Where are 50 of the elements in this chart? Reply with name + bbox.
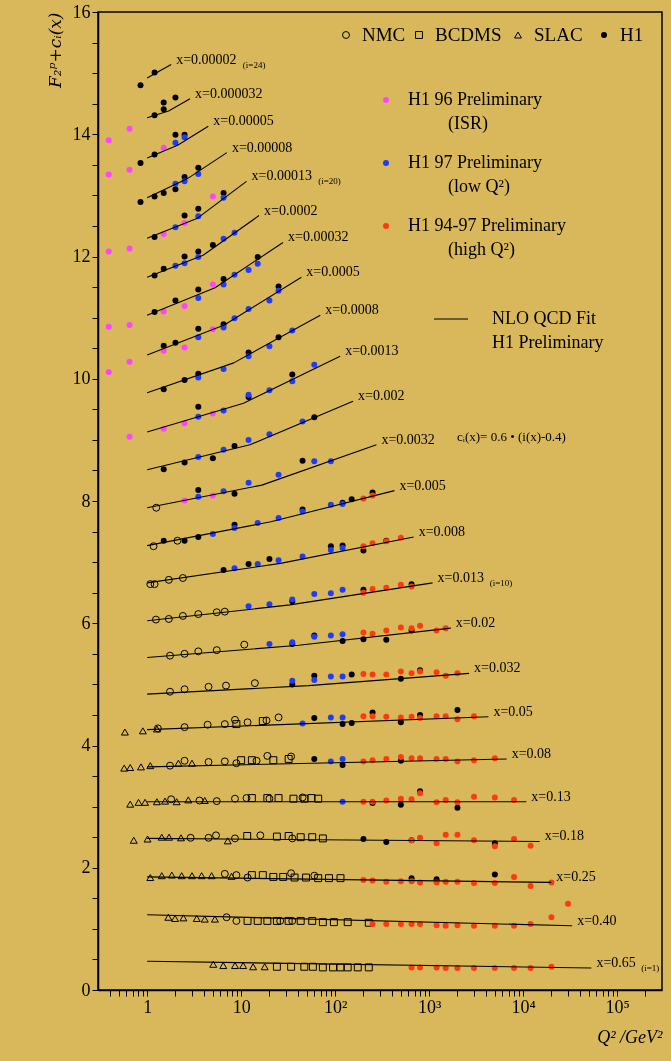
annotation: x=0.00005 (213, 113, 274, 129)
y-tick-label: 14 (72, 123, 91, 144)
legend-label: H1 97 Preliminary (low Q²) (408, 152, 542, 197)
legend-label: H1 96 Preliminary (ISR) (408, 89, 542, 134)
annotation: x=0.25 (556, 869, 596, 885)
annotation: x=0.032 (474, 660, 521, 676)
y-tick-label: 2 (81, 857, 91, 878)
annotation: x=0.08 (511, 745, 552, 761)
annotation: x=0.18 (544, 828, 585, 844)
annotation: x=0.13 (531, 788, 571, 804)
y-tick-label: 0 (81, 979, 91, 1000)
legend-label: NMC (362, 24, 406, 45)
legend-label: SLAC (534, 24, 583, 45)
annotation: x=0.0013 (345, 343, 399, 359)
legend-label: H1 (620, 24, 644, 45)
x-tick-label: 10³ (417, 996, 442, 1017)
x-tick-label: 1 (143, 996, 153, 1017)
x-tick-label: 10 (232, 996, 251, 1017)
x-tick-label: 10² (323, 996, 348, 1017)
y-tick-label: 10 (72, 368, 91, 389)
legend-label: H1 94-97 Preliminary (high Q²) (408, 215, 566, 260)
y-tick-label: 8 (81, 490, 91, 511)
annotation: x=0.005 (399, 477, 446, 493)
annotation: x=0.0008 (325, 302, 379, 318)
x-tick-label: 10⁵ (605, 996, 630, 1017)
annotation: x=0.0002 (264, 202, 318, 218)
annotation: x=0.40 (577, 912, 617, 928)
annotation: x=0.00008 (231, 139, 293, 155)
annotation: x=0.05 (493, 703, 533, 719)
annotation: x=0.013(i=10) (437, 569, 513, 588)
y-tick-label: 6 (81, 612, 91, 633)
annotation: x=0.008 (418, 524, 466, 540)
annotation: x=0.00013(i=20) (251, 168, 341, 187)
x-tick-label: 10⁴ (511, 996, 536, 1017)
legend-label: BCDMS (435, 24, 502, 45)
annotation: cᵢ(x)= 0.6 • (i(x)-0.4) (457, 429, 566, 444)
annotation: x=0.65(i=1) (596, 954, 660, 973)
y-tick-label: 12 (72, 246, 91, 266)
x-axis-title: Q² /GeV² (597, 1026, 664, 1047)
annotation: x=0.00002(i=24) (176, 51, 266, 70)
annotation: x=0.000032 (195, 85, 263, 101)
legend-label: NLO QCD Fit H1 Preliminary (492, 308, 604, 352)
annotation: x=0.0005 (306, 264, 360, 280)
annotation: x=0.002 (358, 388, 405, 404)
annotation: x=0.02 (455, 615, 496, 631)
annotation: x=0.0032 (381, 431, 435, 447)
y-tick-label: 4 (81, 735, 91, 755)
y-axis-title: F₂ᵖ+cᵢ(x) (44, 12, 65, 89)
y-tick-label: 16 (72, 1, 91, 22)
annotation: x=0.00032 (288, 229, 349, 245)
